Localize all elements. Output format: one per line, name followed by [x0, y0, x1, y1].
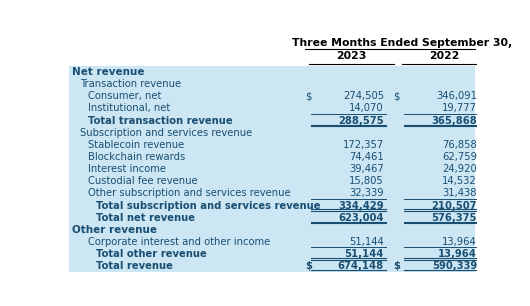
- Text: 210,507: 210,507: [431, 200, 477, 211]
- Text: 32,339: 32,339: [349, 188, 384, 198]
- Text: Other revenue: Other revenue: [73, 225, 157, 235]
- FancyBboxPatch shape: [68, 139, 475, 151]
- Text: 2023: 2023: [336, 50, 367, 61]
- Text: Stablecoin revenue: Stablecoin revenue: [88, 140, 184, 150]
- Text: Transaction revenue: Transaction revenue: [80, 79, 181, 89]
- Text: 674,148: 674,148: [338, 261, 384, 271]
- Text: Institutional, net: Institutional, net: [88, 103, 170, 114]
- Text: 51,144: 51,144: [349, 237, 384, 247]
- FancyBboxPatch shape: [68, 127, 475, 139]
- Text: 74,461: 74,461: [349, 152, 384, 162]
- FancyBboxPatch shape: [68, 114, 475, 127]
- Text: 288,575: 288,575: [338, 116, 384, 125]
- Text: Total transaction revenue: Total transaction revenue: [88, 116, 233, 125]
- FancyBboxPatch shape: [68, 236, 475, 248]
- Text: $: $: [305, 91, 312, 101]
- Text: Custodial fee revenue: Custodial fee revenue: [88, 176, 198, 186]
- Text: 39,467: 39,467: [349, 164, 384, 174]
- Text: $: $: [305, 261, 312, 271]
- Text: $: $: [393, 91, 400, 101]
- Text: 365,868: 365,868: [431, 116, 477, 125]
- Text: Net revenue: Net revenue: [73, 67, 145, 77]
- Text: 31,438: 31,438: [443, 188, 477, 198]
- Text: $: $: [393, 261, 400, 271]
- Text: 346,091: 346,091: [436, 91, 477, 101]
- FancyBboxPatch shape: [68, 66, 475, 78]
- FancyBboxPatch shape: [68, 200, 475, 212]
- Text: 172,357: 172,357: [343, 140, 384, 150]
- FancyBboxPatch shape: [68, 78, 475, 90]
- Text: 274,505: 274,505: [343, 91, 384, 101]
- FancyBboxPatch shape: [68, 90, 475, 103]
- Text: Total other revenue: Total other revenue: [96, 249, 207, 259]
- Text: 13,964: 13,964: [438, 249, 477, 259]
- FancyBboxPatch shape: [68, 151, 475, 163]
- Text: 590,339: 590,339: [432, 261, 477, 271]
- Text: 14,070: 14,070: [349, 103, 384, 114]
- Text: 14,532: 14,532: [442, 176, 477, 186]
- FancyBboxPatch shape: [68, 224, 475, 236]
- Text: Blockchain rewards: Blockchain rewards: [88, 152, 185, 162]
- FancyBboxPatch shape: [68, 260, 475, 272]
- Text: Total subscription and services revenue: Total subscription and services revenue: [96, 200, 320, 211]
- Text: Corporate interest and other income: Corporate interest and other income: [88, 237, 270, 247]
- Text: Total revenue: Total revenue: [96, 261, 173, 271]
- Text: 623,004: 623,004: [339, 213, 384, 223]
- Text: Total net revenue: Total net revenue: [96, 213, 195, 223]
- Text: 13,964: 13,964: [442, 237, 477, 247]
- Text: 62,759: 62,759: [442, 152, 477, 162]
- Text: 334,429: 334,429: [338, 200, 384, 211]
- Text: 15,805: 15,805: [349, 176, 384, 186]
- Text: 51,144: 51,144: [344, 249, 384, 259]
- FancyBboxPatch shape: [68, 175, 475, 187]
- Text: 2022: 2022: [429, 50, 460, 61]
- FancyBboxPatch shape: [68, 187, 475, 200]
- FancyBboxPatch shape: [68, 248, 475, 260]
- Text: Subscription and services revenue: Subscription and services revenue: [80, 128, 252, 138]
- Text: Three Months Ended September 30,: Three Months Ended September 30,: [292, 38, 512, 48]
- FancyBboxPatch shape: [68, 163, 475, 175]
- FancyBboxPatch shape: [68, 212, 475, 224]
- FancyBboxPatch shape: [68, 103, 475, 114]
- Text: Consumer, net: Consumer, net: [88, 91, 161, 101]
- Text: Interest income: Interest income: [88, 164, 166, 174]
- Text: Other subscription and services revenue: Other subscription and services revenue: [88, 188, 290, 198]
- Text: 76,858: 76,858: [442, 140, 477, 150]
- Text: 19,777: 19,777: [442, 103, 477, 114]
- Text: 576,375: 576,375: [431, 213, 477, 223]
- Text: 24,920: 24,920: [442, 164, 477, 174]
